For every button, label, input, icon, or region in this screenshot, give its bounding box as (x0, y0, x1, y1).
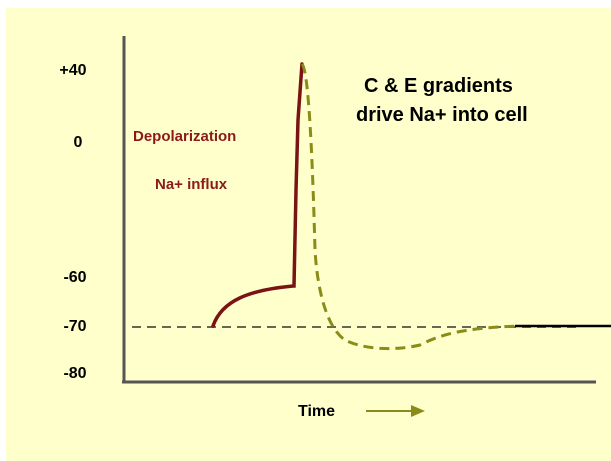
repolarization-curve (300, 62, 521, 351)
slide-background (6, 8, 611, 461)
title-line-2: drive Na+ into cell (356, 104, 528, 126)
time-arrow-head (411, 405, 425, 417)
depolarization-label: Depolarization (133, 128, 237, 145)
y-tick-label: 0 (73, 134, 83, 151)
na-influx-label: Na+ influx (155, 176, 228, 193)
y-tick-label: +40 (59, 62, 87, 79)
depolarization-curve (211, 62, 304, 328)
y-tick-label: -60 (63, 269, 87, 286)
y-tick-label: -70 (63, 318, 87, 335)
x-axis-label: Time (298, 403, 336, 420)
y-tick-label: -80 (63, 365, 87, 382)
title-line-1: C & E gradients (364, 75, 513, 97)
